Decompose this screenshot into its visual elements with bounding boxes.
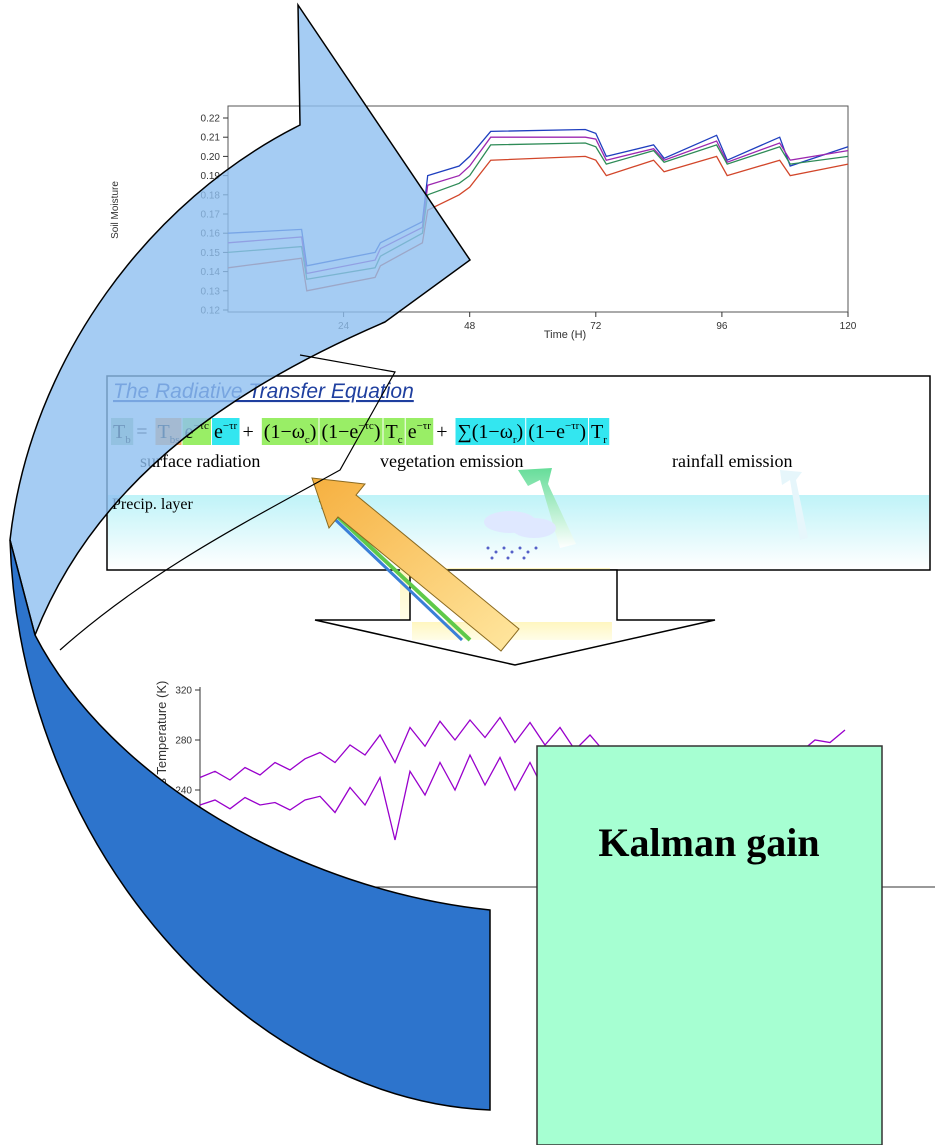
term-text: + bbox=[243, 421, 254, 443]
y-tick-label: 0.22 bbox=[201, 114, 221, 125]
term-main: e bbox=[408, 421, 417, 443]
term-sup: −τc bbox=[358, 420, 374, 432]
x-axis-label: Time (H) bbox=[544, 329, 586, 341]
equation-term: e−τr bbox=[212, 418, 240, 445]
slide: 0.120.130.140.150.160.170.180.190.200.21… bbox=[0, 0, 949, 1145]
y-tick-label: 0.21 bbox=[201, 133, 221, 144]
term-sub: r bbox=[603, 434, 607, 446]
x-tick-label: 96 bbox=[716, 321, 728, 332]
term-after: ) bbox=[579, 421, 586, 443]
y-tick-label: 280 bbox=[175, 736, 192, 747]
term-text: + bbox=[436, 421, 447, 443]
term-main: (1−e bbox=[321, 421, 358, 443]
x-tick-label: 120 bbox=[840, 321, 857, 332]
x-tick-label: 72 bbox=[590, 321, 602, 332]
term-label: vegetation emission bbox=[380, 451, 523, 471]
y-tick-label: 0.20 bbox=[201, 152, 221, 163]
term-sup: −τr bbox=[417, 420, 432, 432]
y-tick-label: 320 bbox=[175, 686, 192, 697]
equation-term: e−τr bbox=[406, 418, 434, 445]
layer-label: Precip. layer bbox=[112, 496, 194, 513]
term-main: (1−e bbox=[528, 421, 565, 443]
term-main: e bbox=[214, 421, 223, 443]
y-axis-label: Soil Moisture bbox=[110, 181, 121, 239]
term-after: ) bbox=[517, 421, 524, 443]
down-arrow bbox=[315, 570, 715, 665]
kalman-box: Kalman gain bbox=[537, 746, 882, 1145]
term-main: (1−ω bbox=[264, 421, 305, 443]
equation-term: (1−ωc) bbox=[262, 418, 319, 446]
equation-term: (1−e−τr) bbox=[526, 418, 588, 445]
equation-term: Tr bbox=[589, 418, 609, 446]
term-after: ) bbox=[310, 421, 317, 443]
term-sup: −τr bbox=[565, 420, 580, 432]
term-main: + bbox=[436, 421, 447, 443]
kalman-frame bbox=[537, 746, 882, 1145]
term-label: rainfall emission bbox=[672, 451, 792, 471]
equation-term: ∑(1−ωr) bbox=[456, 418, 526, 446]
equation-term: Tc bbox=[383, 418, 404, 446]
kalman-label: Kalman gain bbox=[598, 820, 819, 865]
equation-term: (1−e−τc) bbox=[319, 418, 382, 445]
equation-term: + bbox=[436, 421, 447, 443]
term-sub: c bbox=[398, 434, 403, 446]
term-main: + bbox=[243, 421, 254, 443]
term-sup: −τr bbox=[223, 420, 238, 432]
equation-term: + bbox=[243, 421, 254, 443]
term-main: T bbox=[591, 421, 603, 443]
page: 0.120.130.140.150.160.170.180.190.200.21… bbox=[0, 0, 949, 1145]
term-after: ) bbox=[374, 421, 381, 443]
term-main: ∑(1−ω bbox=[458, 421, 513, 443]
x-tick-label: 48 bbox=[464, 321, 476, 332]
term-main: T bbox=[385, 421, 397, 443]
